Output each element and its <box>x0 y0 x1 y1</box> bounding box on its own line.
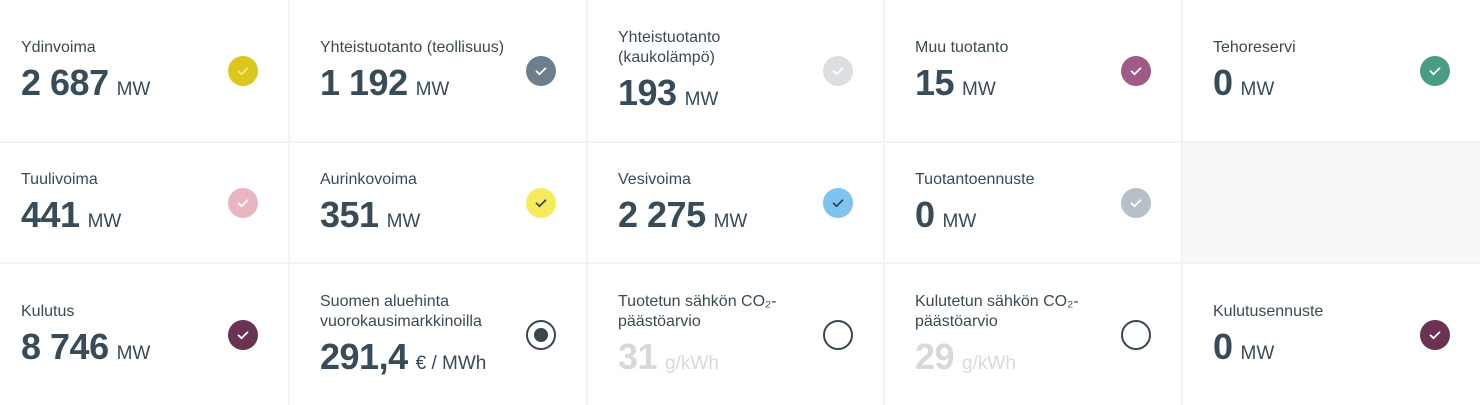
metric-value: 441 MW <box>21 194 208 236</box>
check-circle-icon[interactable] <box>1420 319 1450 350</box>
metric-unit: MW <box>684 88 719 110</box>
empty-card <box>1183 143 1480 262</box>
metric-card: Vesivoima 2 275 MW <box>588 143 883 262</box>
metric-label: Yhteistuotanto (kaukolämpö) <box>618 28 721 66</box>
check-circle-icon[interactable] <box>823 55 853 86</box>
metric-value: 351 MW <box>320 194 506 236</box>
metric-number: 31 <box>618 335 658 377</box>
metric-value: 15 MW <box>915 62 1101 104</box>
metric-number: 0 <box>1213 325 1233 367</box>
metric-card: Muu tuotanto 15 MW <box>885 0 1181 141</box>
metric-value: 2 275 MW <box>618 194 803 236</box>
metric-card: Aurinkovoima 351 MW <box>290 143 586 262</box>
check-circle-icon[interactable] <box>526 187 556 218</box>
metric-label: Ydinvoima <box>21 38 96 56</box>
metric-number: 291,4 <box>320 335 408 377</box>
metric-value: 29 g/kWh <box>915 336 1101 378</box>
check-circle-icon[interactable] <box>228 319 258 350</box>
radio-selected-icon[interactable] <box>526 319 556 350</box>
metric-card: Kulutus 8 746 MW <box>0 264 288 405</box>
metric-label: Aurinkovoima <box>320 170 417 188</box>
metric-value: 291,4 € / MWh <box>320 336 506 378</box>
metric-unit: MW <box>386 210 421 232</box>
metric-label: Vesivoima <box>618 170 691 188</box>
metric-unit: MW <box>116 78 151 100</box>
metric-number: 8 746 <box>21 325 109 367</box>
metric-label: Yhteistuotanto (teollisuus) <box>320 38 505 56</box>
metric-number: 29 <box>915 335 955 377</box>
metric-label: Kulutus <box>21 302 75 320</box>
metric-unit: MW <box>962 78 996 100</box>
radio-icon[interactable] <box>1121 319 1151 350</box>
metric-card: Ydinvoima 2 687 MW <box>0 0 288 141</box>
metric-value: 8 746 MW <box>21 326 208 368</box>
metric-label: Tuotetun sähkön CO₂-päästöarvio <box>618 292 777 330</box>
metric-number: 1 192 <box>320 61 408 103</box>
metric-card: Tehoreservi 0 MW <box>1183 0 1480 141</box>
check-circle-icon[interactable] <box>1121 55 1151 86</box>
metric-unit: MW <box>116 342 151 364</box>
metric-card: Suomen aluehinta vuorokausimarkkinoilla … <box>290 264 586 405</box>
metric-card: Tuotetun sähkön CO₂-päästöarvio 31 g/kWh <box>588 264 883 405</box>
metric-value: 0 MW <box>915 194 1101 236</box>
metric-card: Yhteistuotanto (teollisuus) 1 192 MW <box>290 0 586 141</box>
metric-card: Tuotantoennuste 0 MW <box>885 143 1181 262</box>
metric-number: 2 275 <box>618 193 706 235</box>
check-circle-icon[interactable] <box>228 187 258 218</box>
metric-number: 441 <box>21 193 80 235</box>
metric-value: 1 192 MW <box>320 62 506 104</box>
metric-card: Yhteistuotanto (kaukolämpö) 193 MW <box>588 0 883 141</box>
metric-number: 351 <box>320 193 379 235</box>
metric-number: 2 687 <box>21 61 109 103</box>
metric-card: Kulutusennuste 0 MW <box>1183 264 1480 405</box>
metric-value: 31 g/kWh <box>618 336 803 378</box>
metric-card: Kulutetun sähkön CO₂-päästöarvio 29 g/kWh <box>885 264 1181 405</box>
metric-unit: MW <box>415 78 450 100</box>
check-circle-icon[interactable] <box>1420 55 1450 86</box>
check-circle-icon[interactable] <box>1121 187 1151 218</box>
metric-value: 193 MW <box>618 72 803 114</box>
metric-value: 0 MW <box>1213 326 1400 368</box>
metric-label: Muu tuotanto <box>915 38 1009 56</box>
metric-unit: MW <box>87 210 122 232</box>
metric-unit: MW <box>1240 78 1275 100</box>
metric-label: Tuulivoima <box>21 170 98 188</box>
metric-number: 0 <box>1213 61 1233 103</box>
metric-unit: MW <box>713 210 748 232</box>
radio-icon[interactable] <box>823 319 853 350</box>
metric-value: 2 687 MW <box>21 62 208 104</box>
metric-unit: g/kWh <box>962 352 1016 374</box>
metric-value: 0 MW <box>1213 62 1400 104</box>
metric-unit: € / MWh <box>415 352 487 374</box>
check-circle-icon[interactable] <box>526 55 556 86</box>
metric-number: 15 <box>915 61 955 103</box>
metric-unit: MW <box>942 210 977 232</box>
check-circle-icon[interactable] <box>823 187 853 218</box>
metric-card: Tuulivoima 441 MW <box>0 143 288 262</box>
metric-number: 0 <box>915 193 935 235</box>
metric-unit: MW <box>1240 342 1275 364</box>
check-circle-icon[interactable] <box>228 55 258 86</box>
metric-label: Suomen aluehinta vuorokausimarkkinoilla <box>320 292 482 330</box>
metric-label: Tehoreservi <box>1213 38 1296 56</box>
metric-label: Kulutetun sähkön CO₂-päästöarvio <box>915 292 1079 330</box>
metric-number: 193 <box>618 71 677 113</box>
metric-unit: g/kWh <box>665 352 719 374</box>
metric-label: Tuotantoennuste <box>915 170 1035 188</box>
metric-label: Kulutusennuste <box>1213 302 1324 320</box>
